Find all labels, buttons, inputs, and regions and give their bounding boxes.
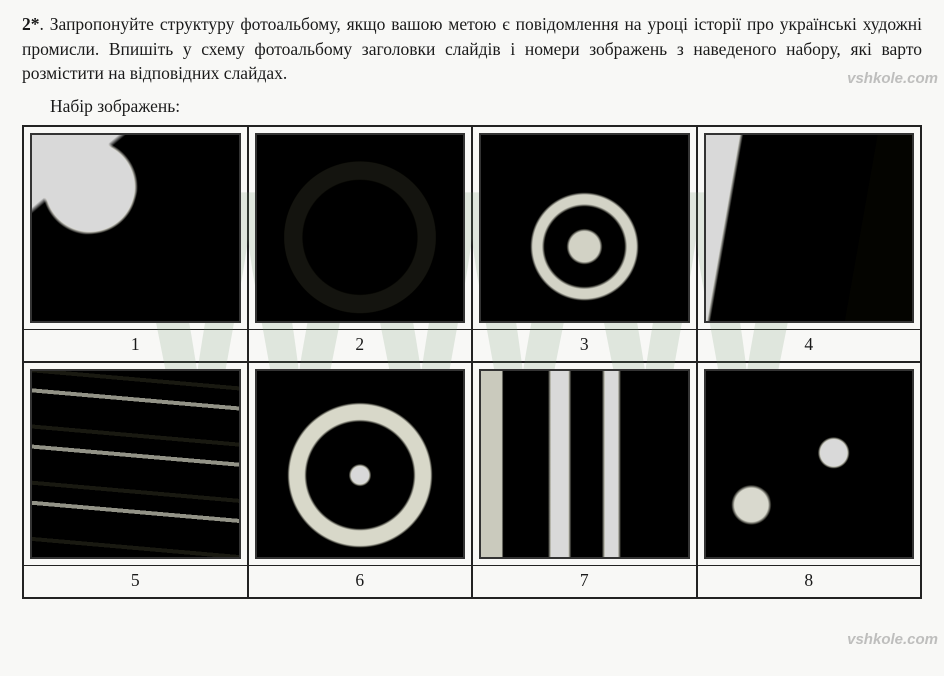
image-grid: 1 2 3 4 5 6 7 8	[22, 125, 922, 599]
thumb-number: 5	[24, 565, 247, 597]
grid-row: 1 2 3 4	[23, 126, 921, 362]
thumb-3	[473, 127, 696, 329]
thumb-8	[698, 363, 921, 565]
thumb-1	[24, 127, 247, 329]
grid-cell: 2	[248, 126, 473, 362]
grid-cell: 5	[23, 362, 248, 598]
thumb-2	[249, 127, 472, 329]
grid-cell: 8	[697, 362, 922, 598]
thumb-number: 8	[698, 565, 921, 597]
task-paragraph: 2*. Запропонуйте структуру фотоальбому, …	[22, 12, 922, 86]
thumb-number: 4	[698, 329, 921, 361]
grid-cell: 3	[472, 126, 697, 362]
thumb-6	[249, 363, 472, 565]
thumb-number: 6	[249, 565, 472, 597]
grid-row: 5 6 7 8	[23, 362, 921, 598]
task-number: 2*	[22, 14, 40, 34]
thumb-7	[473, 363, 696, 565]
grid-cell: 1	[23, 126, 248, 362]
image-set-label: Набір зображень:	[50, 96, 922, 117]
watermark-site-bottom: vshkole.com	[847, 631, 938, 648]
grid-cell: 6	[248, 362, 473, 598]
thumb-4	[698, 127, 921, 329]
thumb-number: 1	[24, 329, 247, 361]
thumb-number: 7	[473, 565, 696, 597]
thumb-number: 2	[249, 329, 472, 361]
thumb-5	[24, 363, 247, 565]
grid-cell: 7	[472, 362, 697, 598]
thumb-number: 3	[473, 329, 696, 361]
task-body: . Запропонуйте структуру фотоальбому, як…	[22, 14, 922, 83]
grid-cell: 4	[697, 126, 922, 362]
